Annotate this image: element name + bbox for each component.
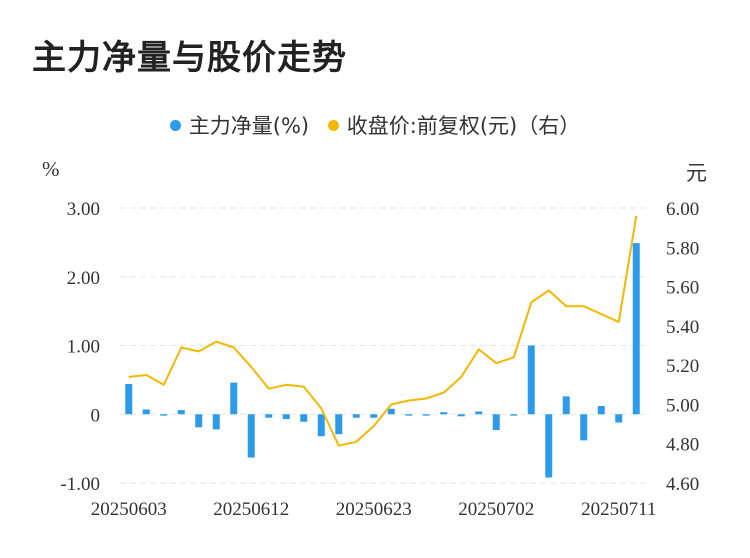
y-left-tick-label: 1.00 [67,337,100,358]
chart-title: 主力净量与股价走势 [32,38,347,78]
y-left-tick-label: -1.00 [60,474,100,495]
bar [632,243,640,415]
x-tick-label: 20250623 [336,499,412,520]
y-right-tick-label: 4.80 [666,435,699,456]
bar [580,414,588,441]
y-right-tick-label: 5.40 [666,317,699,338]
bar [562,396,570,415]
bar [615,414,623,423]
x-tick-label: 20250612 [213,499,289,520]
y-right-tick-label: 4.60 [666,474,699,495]
x-tick-label: 20250603 [91,499,167,520]
y-left-tick-label: 2.00 [67,268,100,289]
bar [475,411,483,415]
y-left-tick-label: 0 [91,405,101,426]
y-right-tick-label: 5.80 [666,238,699,259]
bar [387,408,395,415]
legend-item-close-price[interactable]: 收盘价:前复权(元)（右） [327,110,581,140]
bar [405,414,413,416]
bar [597,406,605,415]
x-tick-label: 20250711 [581,499,656,520]
legend-dot-blue [169,119,181,131]
bar [160,414,168,416]
bar [247,414,255,458]
bar [125,384,133,415]
bar [265,414,273,418]
x-tick-label: 20250702 [458,499,534,520]
bar [177,410,185,415]
bar [230,382,238,415]
bar [212,414,220,430]
bar [370,414,378,418]
y-left-tick-label: 3.00 [67,199,100,220]
bar [300,414,308,422]
legend-item-net-volume[interactable]: 主力净量(%) [169,110,310,140]
y-right-tick-label: 6.00 [666,199,699,220]
price-line [128,215,638,447]
right-axis-unit: 元 [686,161,707,185]
bar [335,414,343,435]
bar [195,414,203,428]
bar [492,414,500,431]
bar [282,414,290,420]
bar [457,414,465,417]
legend: 主力净量(%) 收盘价:前复权(元)（右） [0,110,750,140]
y-right-tick-label: 5.00 [666,395,699,416]
bar [142,409,150,415]
legend-dot-yellow [327,119,339,131]
left-axis-unit: % [42,157,60,181]
bar [510,414,518,416]
bar [317,414,325,437]
bar [352,414,360,418]
bar [545,414,553,478]
legend-label-net-volume: 主力净量(%) [188,114,310,138]
bar [440,412,448,415]
y-right-tick-label: 5.20 [666,356,699,377]
bar [422,414,430,416]
y-right-tick-label: 5.60 [666,278,699,299]
bar [527,345,535,415]
legend-label-close-price: 收盘价:前复权(元)（右） [346,114,581,138]
